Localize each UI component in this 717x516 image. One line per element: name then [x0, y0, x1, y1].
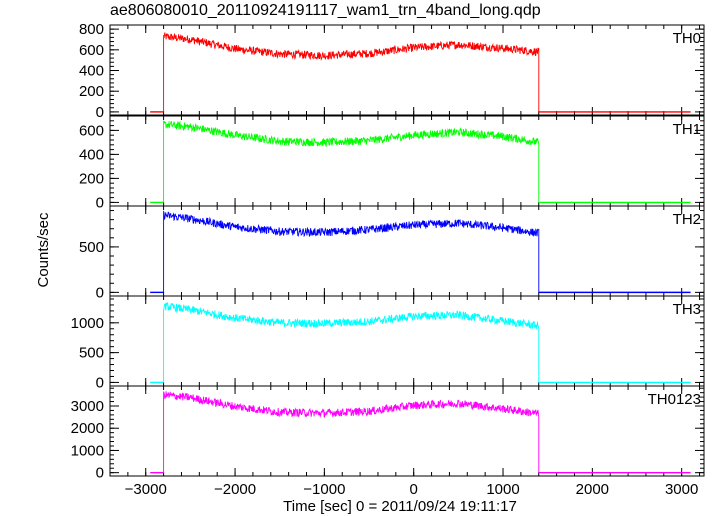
series-label: TH3	[673, 301, 701, 318]
panel-th0123: 0 1000 2000 3000 TH0123	[71, 385, 705, 482]
y-axis-label: Counts/sec	[35, 212, 52, 288]
x-tick-label: 3000	[665, 481, 698, 498]
series-line-th0	[163, 32, 540, 112]
panel-frame	[109, 295, 705, 387]
y-tick-label: 400	[79, 146, 104, 163]
chart-panels: 0 200 400 600 800 TH0 0 200 400 600 TH1 0 500 TH2 0 500…	[71, 21, 705, 482]
panel-th3: 0 500 1000 TH3	[71, 295, 705, 391]
series-line-th3	[163, 301, 540, 383]
y-tick-label: 200	[79, 83, 104, 100]
series-label: TH0123	[648, 391, 701, 408]
series-label: TH1	[673, 121, 701, 138]
y-tick-label: 800	[79, 21, 104, 38]
x-tick-label: −3000	[125, 481, 167, 498]
y-tick-label: 3000	[71, 398, 104, 415]
x-tick-label: 2000	[576, 481, 609, 498]
chart-title: ae806080010_20110924191117_wam1_trn_4ban…	[110, 2, 541, 19]
series-line-th2	[163, 210, 540, 293]
panel-frame	[109, 24, 705, 116]
x-tick-label: −1000	[303, 481, 345, 498]
y-tick-label: 600	[79, 122, 104, 139]
x-axis: −3000 −2000 −1000 0 1000 2000 3000	[125, 481, 699, 498]
panel-th2: 0 500 TH2	[79, 205, 705, 301]
y-tick-label: 1000	[71, 315, 104, 332]
y-tick-label: 0	[96, 374, 104, 391]
y-tick-label: 200	[79, 170, 104, 187]
x-axis-label: Time [sec] 0 = 2011/09/24 19:11:17	[283, 498, 517, 515]
series-line-th0123	[163, 391, 540, 473]
y-tick-label: 600	[79, 42, 104, 59]
x-tick-label: 0	[410, 481, 418, 498]
y-tick-label: 0	[96, 104, 104, 121]
y-tick-label: 0	[96, 284, 104, 301]
panel-th1: 0 200 400 600 TH1	[79, 115, 705, 211]
panel-frame	[109, 385, 705, 477]
x-tick-label: 1000	[486, 481, 519, 498]
y-tick-label: 1000	[71, 442, 104, 459]
y-tick-label: 2000	[71, 420, 104, 437]
x-tick-label: −2000	[214, 481, 256, 498]
panel-th0: 0 200 400 600 800 TH0	[79, 21, 705, 121]
series-label: TH0	[673, 30, 701, 47]
y-tick-label: 0	[96, 465, 104, 482]
y-tick-label: 500	[79, 239, 104, 256]
series-label: TH2	[673, 211, 701, 228]
y-tick-label: 400	[79, 63, 104, 80]
series-line-th1	[163, 120, 540, 203]
y-tick-label: 0	[96, 194, 104, 211]
y-tick-label: 500	[79, 345, 104, 362]
